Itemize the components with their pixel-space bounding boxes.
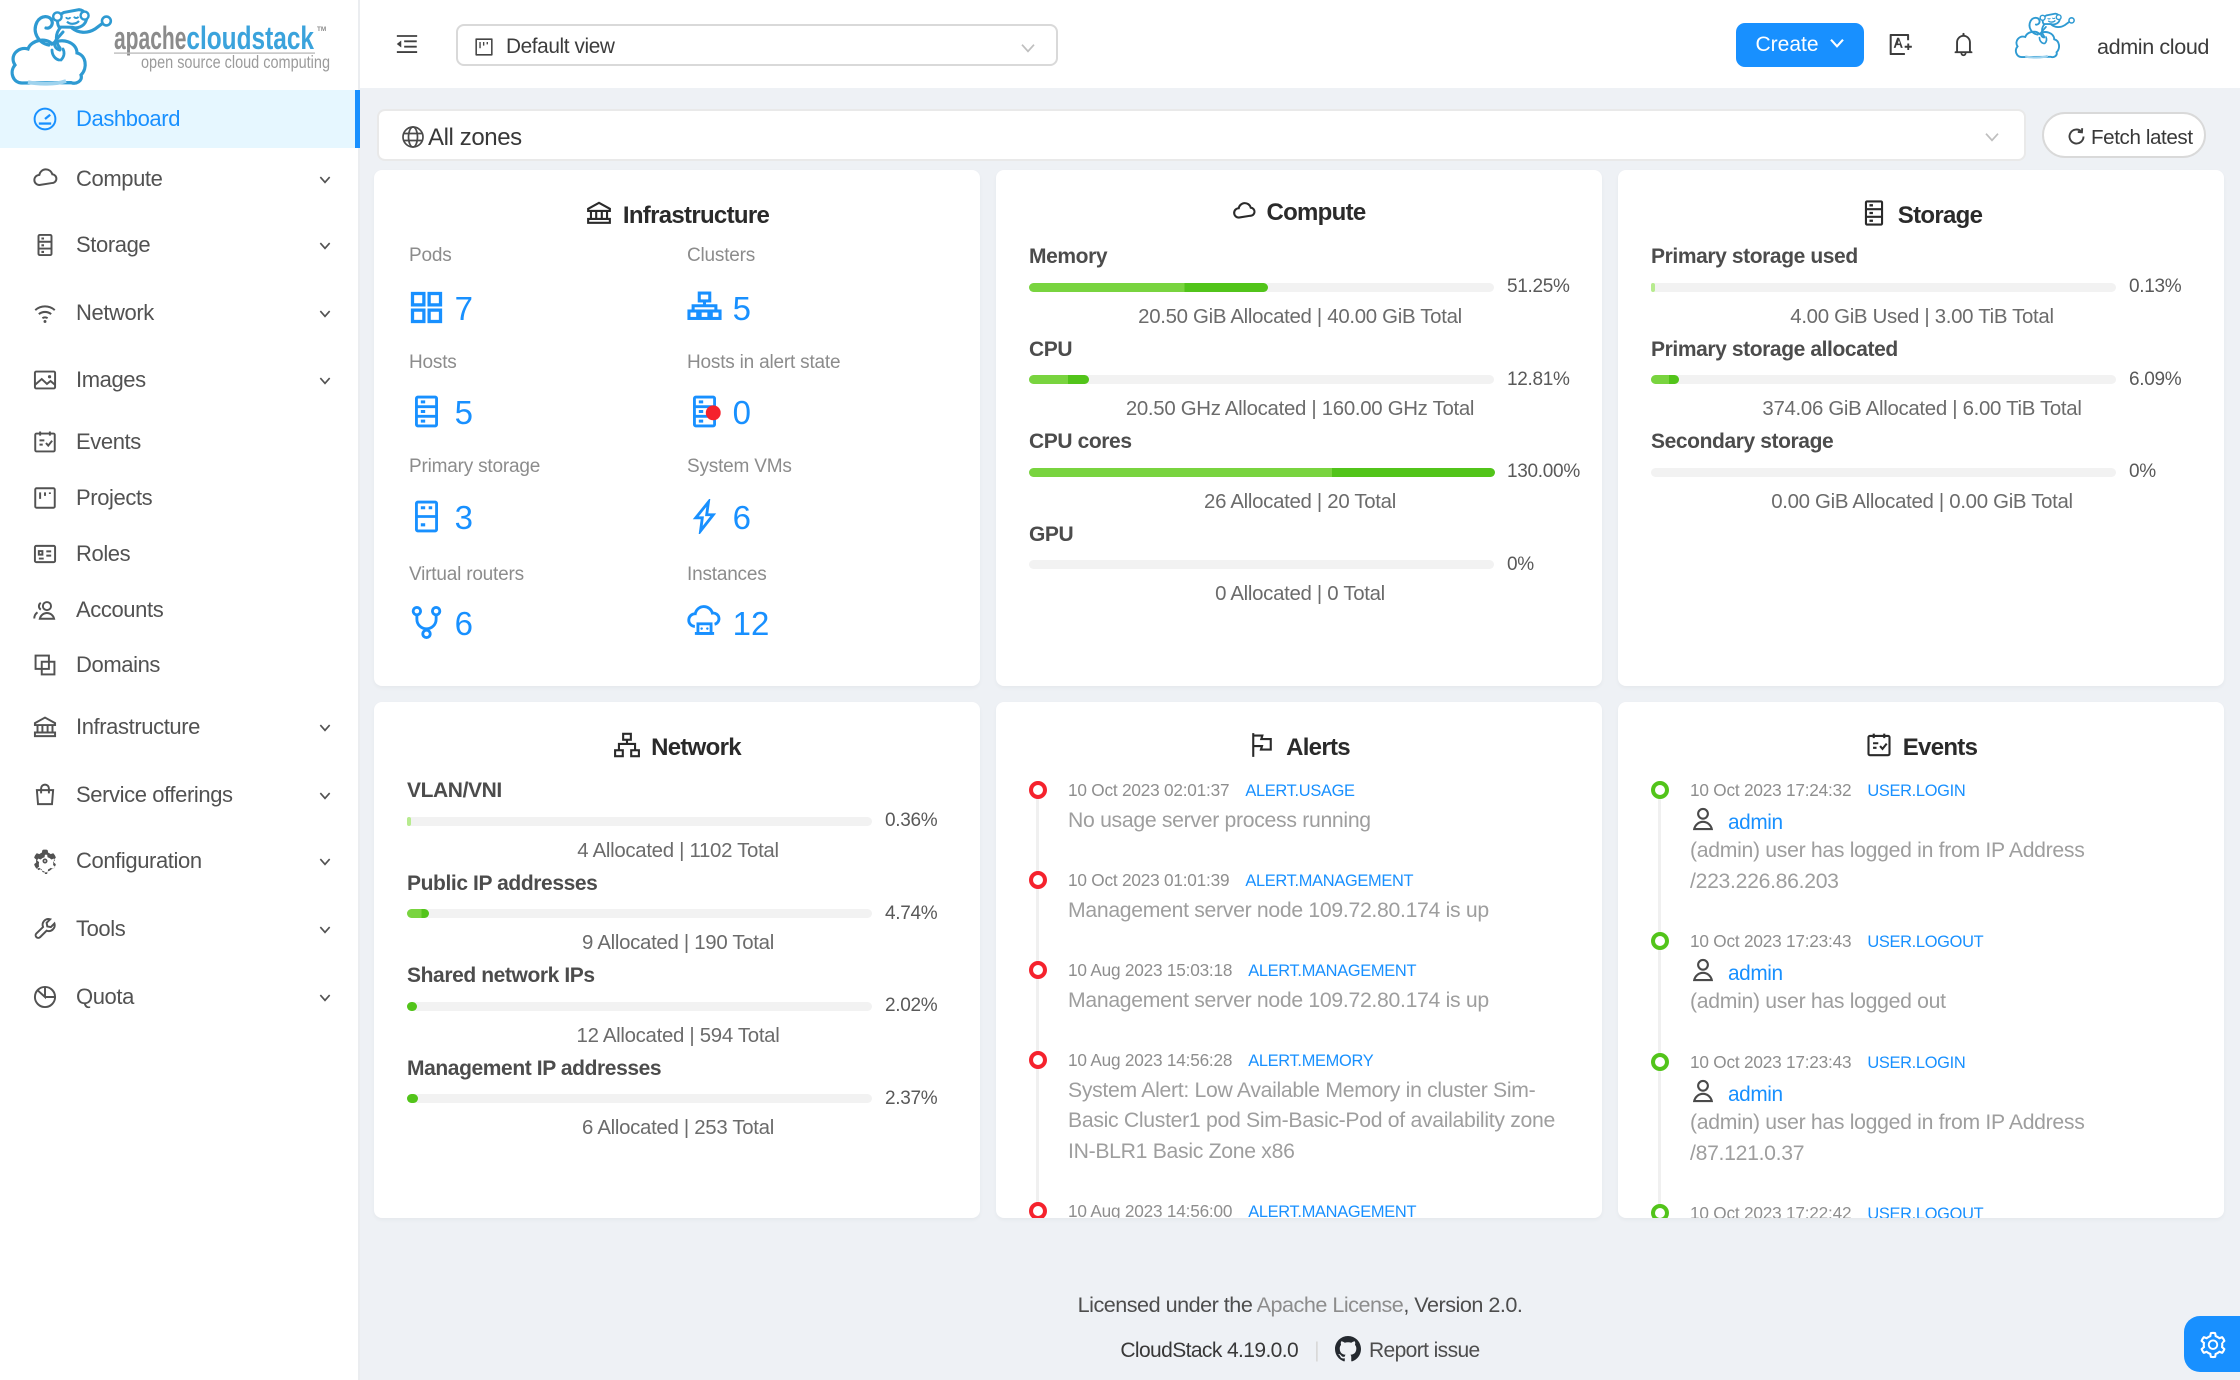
svg-text:TM: TM [317, 26, 326, 33]
svg-text:cloudstack: cloudstack [186, 20, 314, 56]
svg-text:open source cloud computing: open source cloud computing [141, 52, 330, 72]
svg-text:apache: apache [114, 20, 186, 56]
